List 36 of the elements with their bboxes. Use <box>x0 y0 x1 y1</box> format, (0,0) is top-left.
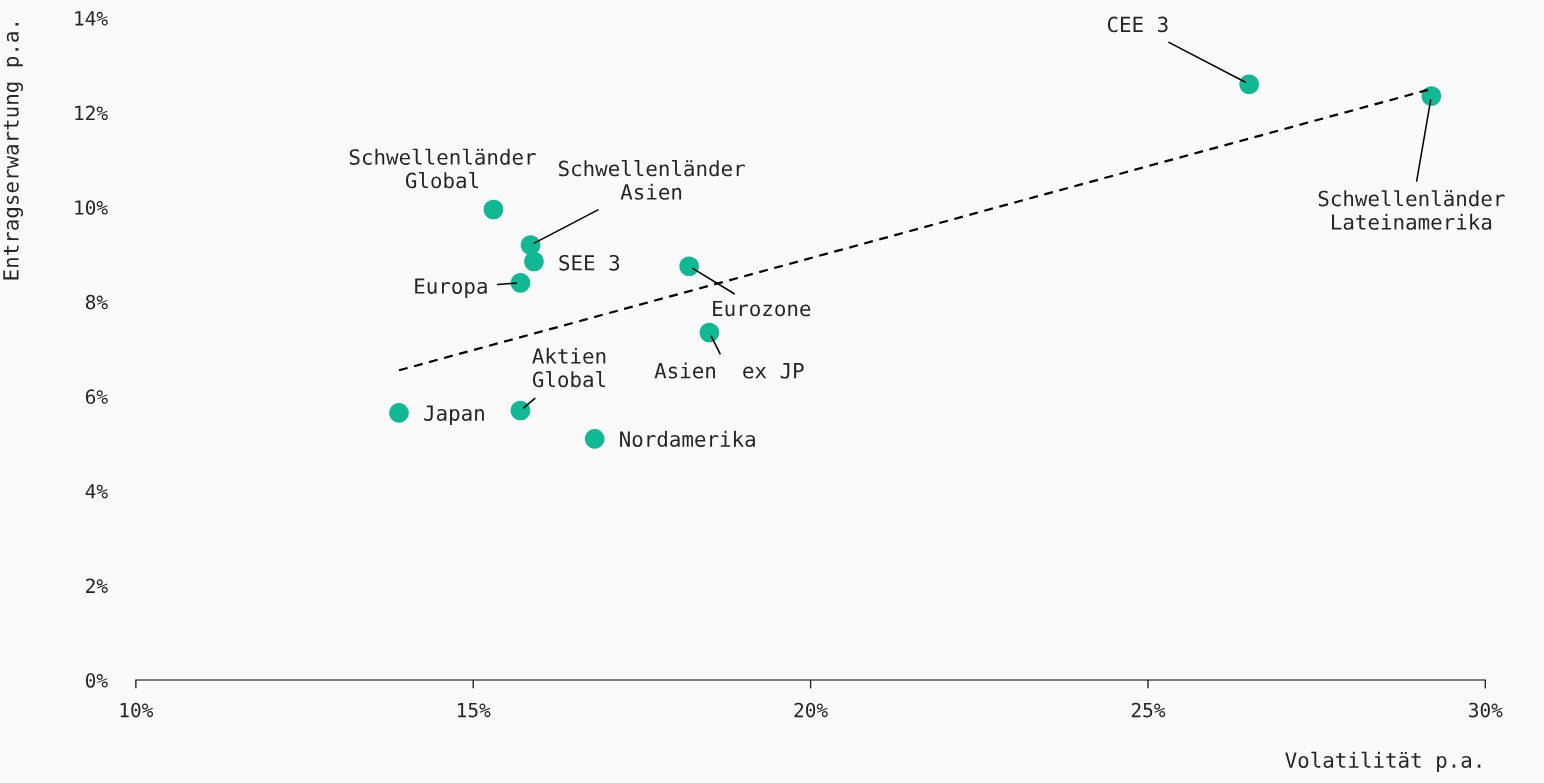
annotation: Europa <box>415 278 487 298</box>
point <box>524 251 544 272</box>
point <box>510 273 531 293</box>
y-tick-label: 10% <box>75 200 108 215</box>
x-tick-label: 25% <box>1131 702 1166 718</box>
y-tick-label: 4% <box>85 484 108 499</box>
annotation: Asien ex JP <box>654 362 804 379</box>
x-tick-label: 10% <box>120 702 154 718</box>
annotation: CEE 3 <box>1107 16 1168 33</box>
annotation: Aktien Global <box>532 347 606 388</box>
x-axis-title: Volatilität p.a. <box>1285 751 1481 773</box>
y-axis-title: Entragserwartung p.a. <box>3 23 23 280</box>
point <box>699 322 720 343</box>
y-tick-label: 8% <box>85 294 108 310</box>
annotation: Japan <box>424 405 484 425</box>
point <box>483 199 504 220</box>
point <box>510 400 531 421</box>
y-tick-label: 0% <box>85 673 108 688</box>
annotation: Eurozone <box>713 300 811 317</box>
point <box>1239 74 1259 95</box>
point <box>1421 86 1442 106</box>
annotation: SEE 3 <box>559 254 620 271</box>
y-tick-label: 6% <box>85 389 108 405</box>
annotation: Schwellenländer Lateinamerika <box>1318 190 1505 230</box>
annotation: Schwellenländer Asien <box>558 160 745 200</box>
x-tick-label: 20% <box>794 702 828 718</box>
annotation: Nordamerika <box>620 430 755 447</box>
x-tick-label: 15% <box>458 702 491 718</box>
x-tick-label: 30% <box>1469 702 1503 718</box>
y-tick-label: 14% <box>75 11 108 26</box>
point <box>679 256 699 277</box>
point <box>584 429 605 449</box>
y-tick-label: 12% <box>75 105 108 121</box>
y-tick-label: 2% <box>86 578 108 593</box>
annotation: Schwellenländer Global <box>349 148 536 189</box>
point <box>389 403 409 423</box>
